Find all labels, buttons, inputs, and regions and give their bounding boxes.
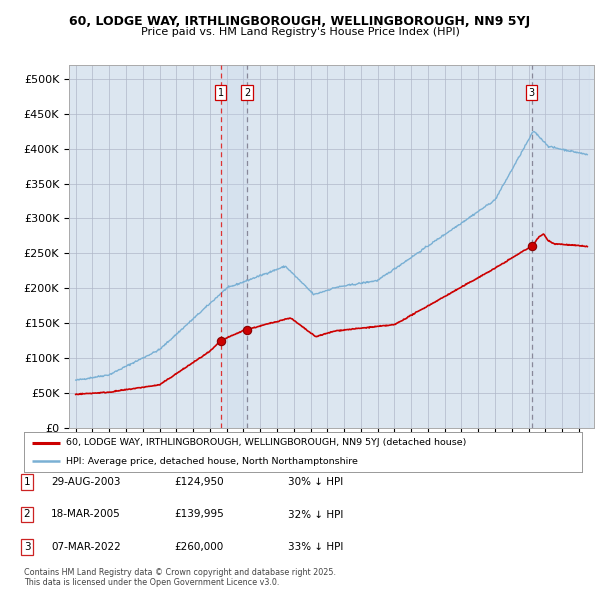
Text: 30% ↓ HPI: 30% ↓ HPI: [288, 477, 343, 487]
Text: 29-AUG-2003: 29-AUG-2003: [51, 477, 121, 487]
Text: 33% ↓ HPI: 33% ↓ HPI: [288, 542, 343, 552]
Text: £139,995: £139,995: [174, 510, 224, 519]
Text: 07-MAR-2022: 07-MAR-2022: [51, 542, 121, 552]
Bar: [532, 65, 589, 428]
Text: 1: 1: [218, 88, 224, 98]
Text: 1: 1: [23, 477, 31, 487]
Text: £124,950: £124,950: [174, 477, 224, 487]
Text: 3: 3: [23, 542, 31, 552]
Text: 60, LODGE WAY, IRTHLINGBOROUGH, WELLINGBOROUGH, NN9 5YJ (detached house): 60, LODGE WAY, IRTHLINGBOROUGH, WELLINGB…: [66, 438, 466, 447]
Text: Contains HM Land Registry data © Crown copyright and database right 2025.
This d: Contains HM Land Registry data © Crown c…: [24, 568, 336, 587]
Text: 2: 2: [244, 88, 250, 98]
Text: 32% ↓ HPI: 32% ↓ HPI: [288, 510, 343, 519]
Text: £260,000: £260,000: [174, 542, 223, 552]
Text: Price paid vs. HM Land Registry's House Price Index (HPI): Price paid vs. HM Land Registry's House …: [140, 27, 460, 37]
Text: 60, LODGE WAY, IRTHLINGBOROUGH, WELLINGBOROUGH, NN9 5YJ: 60, LODGE WAY, IRTHLINGBOROUGH, WELLINGB…: [70, 15, 530, 28]
Text: 3: 3: [529, 88, 535, 98]
Text: 18-MAR-2005: 18-MAR-2005: [51, 510, 121, 519]
Text: HPI: Average price, detached house, North Northamptonshire: HPI: Average price, detached house, Nort…: [66, 457, 358, 466]
Bar: [221, 65, 247, 428]
Text: 2: 2: [23, 510, 31, 519]
